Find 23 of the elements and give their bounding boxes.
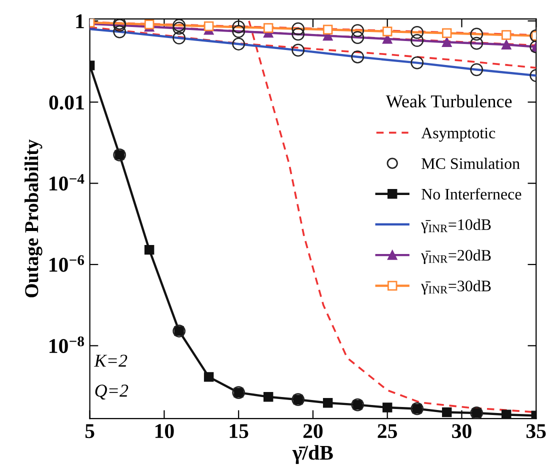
y-tick-label: 1 <box>76 14 84 28</box>
legend-label: γ̄$_{INR}$=10dB <box>421 218 491 234</box>
legend-label: No Interfernece <box>422 188 522 200</box>
legend-label: γ̄$_{INR}$=20dB <box>421 249 491 264</box>
x-tick-label: 10 <box>155 424 174 438</box>
x-axis-title: γ̄/dB <box>292 445 333 464</box>
x-tick-label: 25 <box>378 424 398 438</box>
x-tick-label: 35 <box>526 424 546 438</box>
annotation: Q=2 <box>95 384 128 400</box>
legend-label: Asymptotic <box>421 128 496 142</box>
annotation: K=2 <box>94 354 128 367</box>
legend-label: γ̄$_{INR}$=30dB <box>421 280 491 295</box>
x-tick-label: 20 <box>303 424 323 438</box>
y-tick-label: 0.01 <box>49 95 84 110</box>
y-tick-label: 10$^{−8}$ <box>50 336 84 354</box>
y-axis-title: Outage Probability <box>24 139 42 298</box>
x-tick-label: 30 <box>452 424 472 438</box>
y-tick-label: 10$^{−6}$ <box>50 255 84 272</box>
legend-label: MC Simulation <box>422 158 520 170</box>
y-tick-label: 10$^{−4}$ <box>50 174 84 191</box>
legend-title: Weak Turbulence <box>386 94 512 108</box>
x-tick-label: 15 <box>230 424 248 438</box>
x-tick-label: 5 <box>85 424 94 438</box>
